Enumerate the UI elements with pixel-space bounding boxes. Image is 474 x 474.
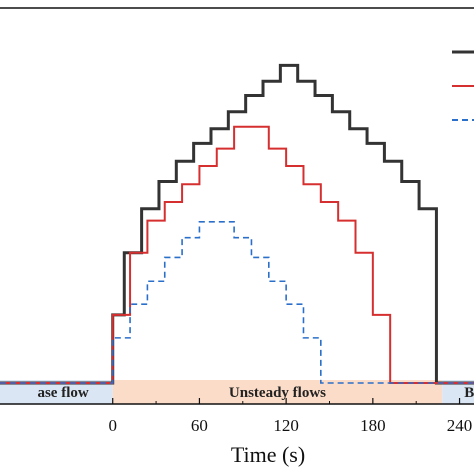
band-label-1: Unsteady flows (229, 385, 326, 401)
x-tick-label-2: 120 (273, 416, 299, 435)
legend (452, 50, 474, 121)
series-line-2 (0, 221, 474, 384)
series-line-1 (0, 125, 474, 385)
x-axis-title: Time (s) (231, 442, 305, 467)
band-label-0: ase flow (37, 385, 88, 401)
x-tick-label-4: 240 (447, 416, 473, 435)
x-tick-label-3: 180 (360, 416, 386, 435)
band-1 (112, 380, 443, 404)
series-line-0 (0, 63, 474, 385)
x-tick-label-0: 0 (108, 416, 117, 435)
x-tick-label-1: 60 (191, 416, 208, 435)
series-lines (0, 63, 474, 385)
band-label-2: Ba (464, 385, 474, 401)
axes: 0 60 120 180 240 (0, 7, 474, 435)
